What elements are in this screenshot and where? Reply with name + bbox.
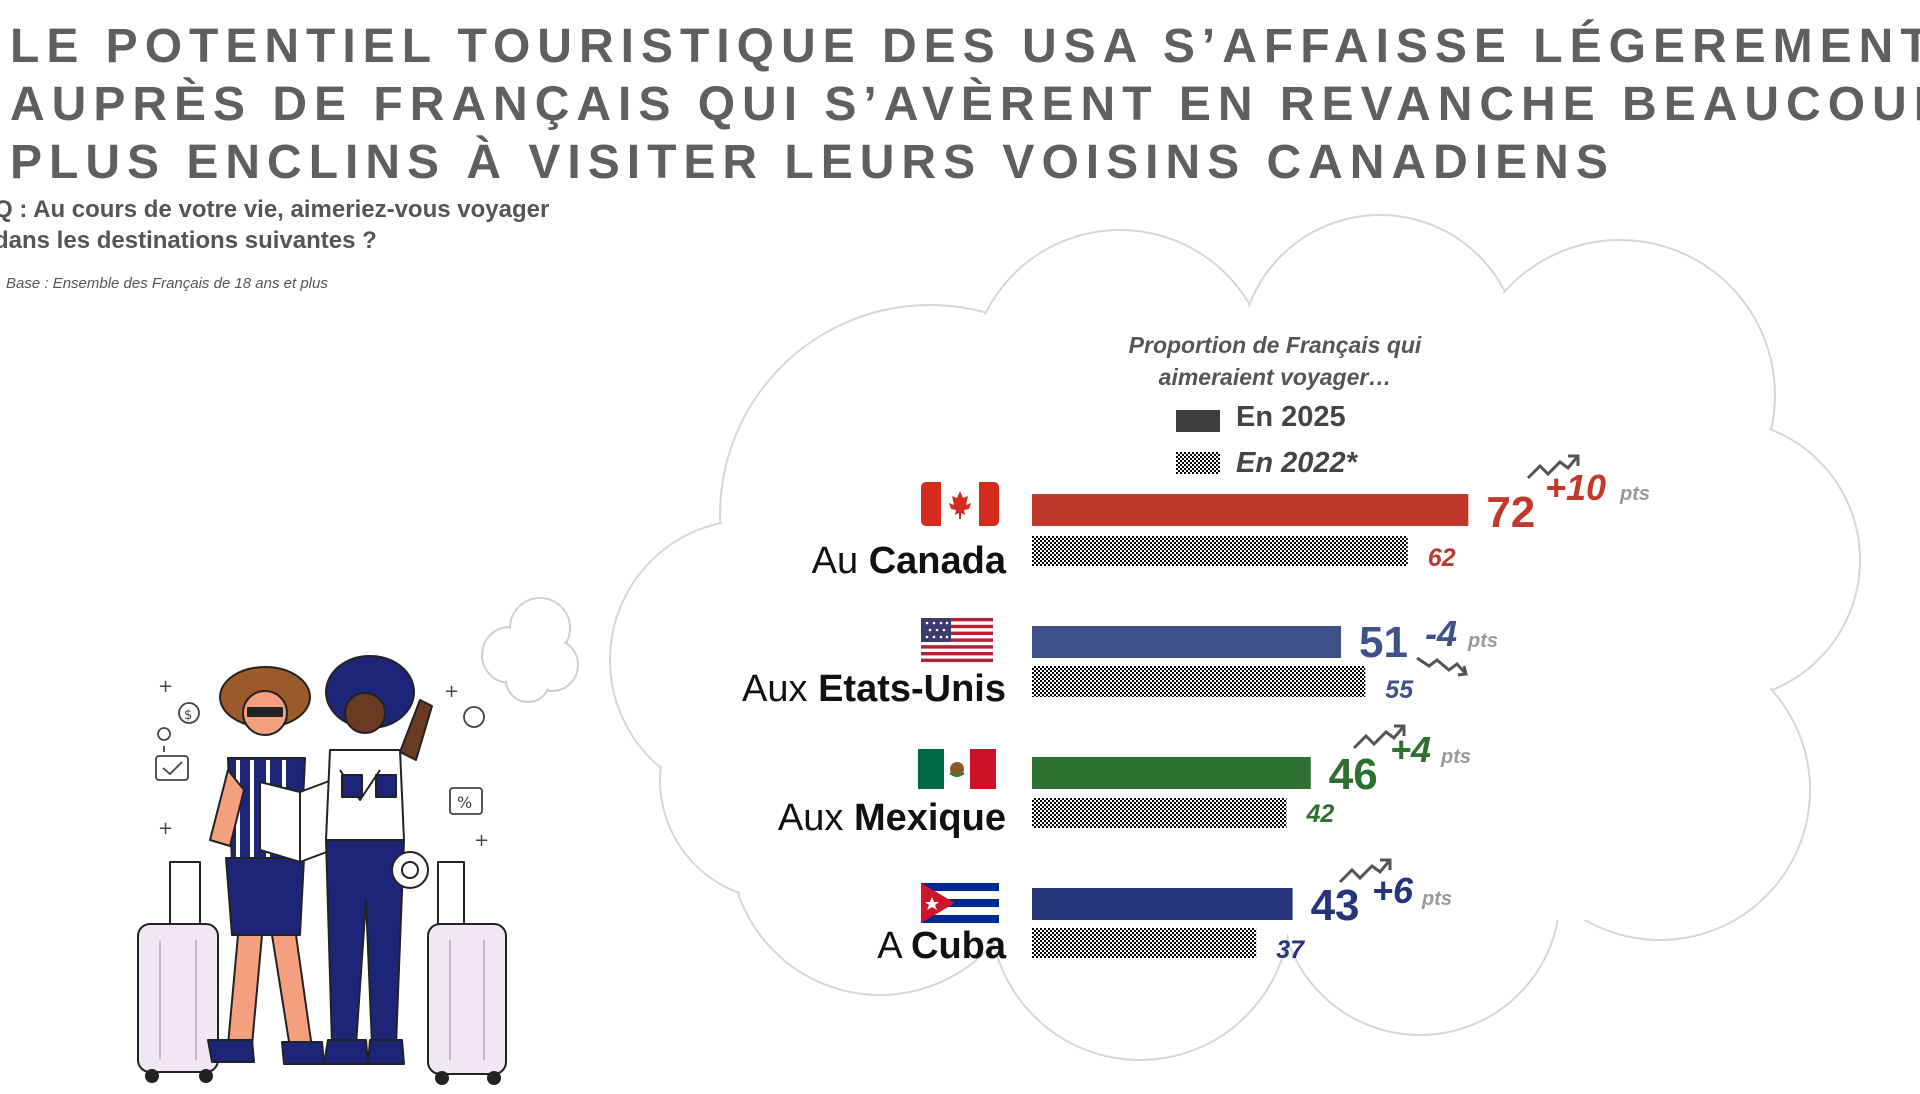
delta-unit-cuba: pts (1421, 888, 1452, 910)
delta-cuba: +6 pts (1338, 858, 1452, 911)
delta-mexico: +4 pts (1352, 724, 1471, 770)
survey-question: Q : Au cours de votre vie, aimeriez-vous… (0, 194, 549, 256)
trend-up-icon (1526, 454, 1580, 480)
value-label-2025-usa: 51 (1359, 618, 1408, 667)
delta-unit-usa: pts (1467, 630, 1498, 652)
delta-unit-mexico: pts (1440, 746, 1471, 768)
svg-text:$: $ (184, 708, 192, 723)
legend-swatch-2022 (1176, 452, 1220, 474)
value-label-2022-mexico: 42 (1306, 800, 1335, 828)
title-line: PLUS ENCLINS À VISITER LEURS VOISINS CAN… (10, 136, 1615, 189)
travelers-illustration-icon: + + + + $ % (137, 655, 507, 1085)
svg-text:+: + (158, 818, 173, 839)
svg-text:%: % (457, 793, 472, 812)
value-label-2025-cuba: 43 (1311, 881, 1360, 930)
page-title: LE POTENTIEL TOURISTIQUE DES USA S’AFFAI… (10, 18, 1920, 192)
legend-label-2022: En 2022* (1236, 447, 1359, 479)
svg-text:+: + (444, 681, 459, 702)
bar-2022-cuba (1032, 928, 1257, 958)
bar-2025-canada (1032, 494, 1469, 526)
svg-text:+: + (474, 830, 489, 851)
bar-2025-mexico (1032, 757, 1311, 789)
bar-2022-canada (1032, 536, 1408, 566)
usa-flag-icon (921, 618, 993, 662)
question-line: Q : Au cours de votre vie, aimeriez-vous… (0, 196, 550, 223)
delta-canada: +10 pts (1526, 454, 1650, 508)
question-line: dans les destinations suivantes ? (0, 227, 377, 254)
value-label-2022-canada: 62 (1428, 544, 1456, 572)
title-line: LE POTENTIEL TOURISTIQUE DES USA S’AFFAI… (10, 20, 1920, 73)
trend-up-icon (1338, 858, 1392, 884)
value-label-2022-usa: 55 (1385, 676, 1414, 704)
svg-text:A Cuba: A Cuba (877, 925, 1007, 967)
svg-text:Aux Etats-Unis: Aux Etats-Unis (742, 668, 1006, 710)
canada-flag-icon (921, 482, 999, 526)
value-label-2022-cuba: 37 (1276, 936, 1305, 964)
mexico-flag-icon (918, 749, 996, 789)
legend-label-2025: En 2025 (1236, 401, 1346, 433)
bar-2022-usa (1032, 666, 1366, 697)
value-label-2025-canada: 72 (1486, 488, 1535, 537)
title-line: AUPRÈS DE FRANÇAIS QUI S’AVÈRENT EN REVA… (10, 78, 1920, 131)
chart-header-line: Proportion de Français qui (1129, 332, 1422, 358)
bar-2025-cuba (1032, 888, 1293, 920)
delta-value-cuba: +6 (1372, 870, 1414, 911)
cuba-flag-icon (921, 883, 999, 923)
value-label-2025-mexico: 46 (1329, 750, 1378, 799)
decor-icons: + + + + $ % (155, 676, 489, 851)
survey-base-note: Base : Ensemble des Français de 18 ans e… (6, 275, 328, 292)
category-label-mexico: Aux Mexique (778, 797, 1006, 839)
delta-usa: -4 pts (1416, 613, 1498, 677)
svg-text:Aux Mexique: Aux Mexique (778, 797, 1006, 839)
category-label-usa: Aux Etats-Unis (742, 668, 1006, 710)
category-label-canada: Au Canada (812, 540, 1007, 582)
delta-value-usa: -4 (1425, 613, 1457, 654)
trend-down-icon (1416, 656, 1468, 677)
category-label-cuba: A Cuba (877, 925, 1007, 967)
svg-text:+: + (158, 676, 173, 697)
chart-header-line: aimeraient voyager… (1159, 364, 1392, 390)
bar-2025-usa (1032, 626, 1342, 658)
svg-text:Au Canada: Au Canada (812, 540, 1007, 582)
delta-value-canada: +10 (1545, 467, 1606, 508)
trend-up-icon (1352, 724, 1406, 750)
legend-swatch-2025 (1176, 410, 1220, 432)
bar-2022-mexico (1032, 798, 1287, 828)
delta-unit-canada: pts (1619, 483, 1650, 505)
